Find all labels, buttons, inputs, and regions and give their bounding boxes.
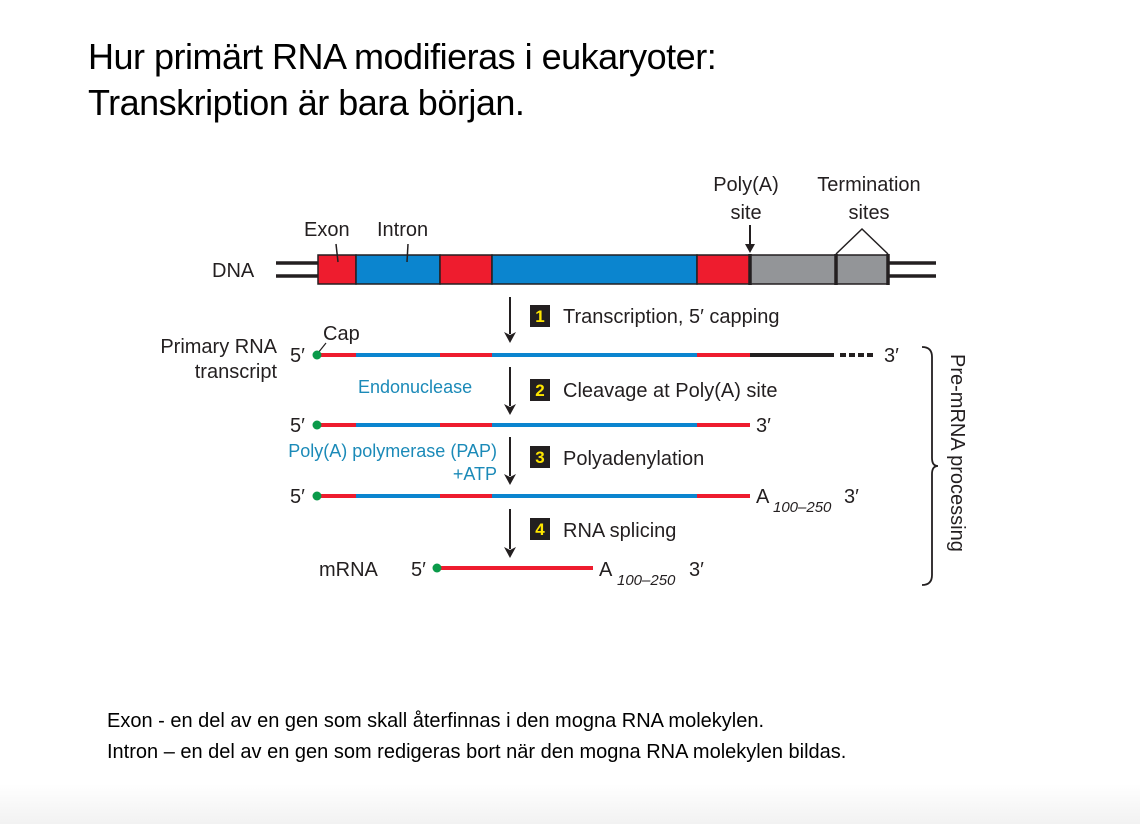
slide-bottom-shade <box>0 784 1140 824</box>
mature-mrna: mRNA 5′ A 100–250 3′ <box>319 559 704 589</box>
title-line-1: Hur primärt RNA modifieras i eukaryoter: <box>88 36 717 77</box>
svg-text:A: A <box>756 486 770 508</box>
atp-label: +ATP <box>453 464 497 484</box>
dna-intron-1 <box>355 254 441 285</box>
exon-label: Exon <box>304 219 350 241</box>
svg-text:transcript: transcript <box>195 361 278 383</box>
svg-text:3′: 3′ <box>689 559 704 581</box>
dna-downstream-1 <box>749 254 837 285</box>
dna-downstream-2 <box>835 254 889 285</box>
step-4-label: RNA splicing <box>563 520 676 542</box>
dna-strand: DNA Exon Intron Poly(A) site Termination… <box>212 174 936 285</box>
svg-text:5′: 5′ <box>290 486 305 508</box>
svg-text:4: 4 <box>535 520 545 539</box>
primary-rna-transcript: Primary RNA transcript Cap 5′ 3′ <box>160 323 899 383</box>
svg-text:100–250: 100–250 <box>617 572 676 589</box>
cap-label: Cap <box>323 323 360 345</box>
svg-text:2: 2 <box>535 381 544 400</box>
termination-label-1: Termination <box>817 174 920 196</box>
svg-text:mRNA: mRNA <box>319 559 379 581</box>
polya-site-label-1: Poly(A) <box>713 174 779 196</box>
step-3-label: Polyadenylation <box>563 448 704 470</box>
pap-label: Poly(A) polymerase (PAP) <box>288 441 497 461</box>
dna-intron-2 <box>491 254 698 285</box>
svg-text:5′: 5′ <box>411 559 426 581</box>
arrow-down-icon <box>504 404 516 415</box>
dna-exon-2 <box>439 254 493 285</box>
step-2: 2 Cleavage at Poly(A) site <box>530 379 778 402</box>
arrow-down-icon <box>504 474 516 485</box>
arrow-down-icon <box>504 547 516 558</box>
polyadenylated-transcript: 5′ A 100–250 3′ <box>290 486 859 516</box>
step-1: 1 Transcription, 5′ capping <box>530 305 779 328</box>
svg-text:1: 1 <box>535 307 544 326</box>
step-3: 3 Polyadenylation <box>530 446 704 470</box>
svg-text:A: A <box>599 559 613 581</box>
arrow-down-icon <box>504 332 516 343</box>
step-4: 4 RNA splicing <box>530 518 676 542</box>
svg-text:Primary RNA: Primary RNA <box>160 336 277 358</box>
cap-dot <box>312 350 322 360</box>
dna-exon-3 <box>696 254 751 285</box>
svg-text:5′: 5′ <box>290 415 305 437</box>
dna-label: DNA <box>212 260 255 282</box>
endonuclease-label: Endonuclease <box>358 377 472 397</box>
intron-definition: Intron – en del av en gen som redigeras … <box>107 741 847 763</box>
svg-text:3′: 3′ <box>884 345 899 367</box>
polya-arrow-icon <box>745 244 755 253</box>
exon-definition: Exon - en del av en gen som skall återfi… <box>107 710 765 732</box>
slide-title: Hur primärt RNA modifieras i eukaryoter:… <box>88 34 717 126</box>
cleaved-transcript: 5′ 3′ <box>290 415 771 437</box>
svg-text:3′: 3′ <box>756 415 771 437</box>
pre-mrna-processing-label: Pre-mRNA processing <box>946 354 968 552</box>
intron-label: Intron <box>377 219 428 241</box>
definitions: Exon - en del av en gen som skall återfi… <box>107 706 846 768</box>
step-1-label: Transcription, 5′ capping <box>563 306 779 328</box>
svg-text:100–250: 100–250 <box>773 499 832 516</box>
processing-bracket <box>921 346 939 586</box>
polya-site-label-2: site <box>730 202 761 224</box>
svg-text:3: 3 <box>535 448 544 467</box>
title-line-2: Transkription är bara början. <box>88 82 525 123</box>
termination-label-2: sites <box>848 202 889 224</box>
svg-text:3′: 3′ <box>844 486 859 508</box>
svg-text:5′: 5′ <box>290 345 305 367</box>
step-2-label: Cleavage at Poly(A) site <box>563 380 778 402</box>
